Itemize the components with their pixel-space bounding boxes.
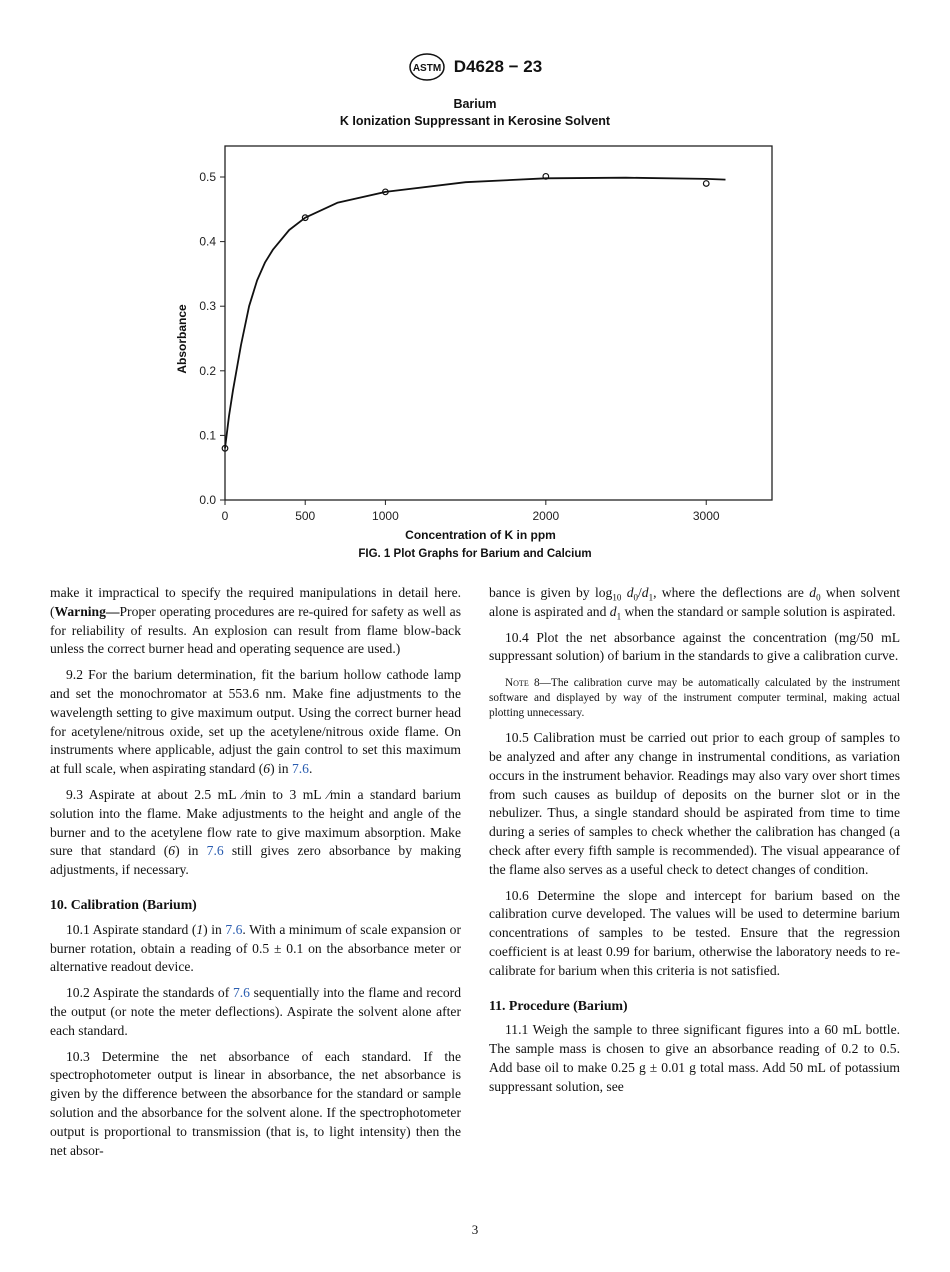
y-tick-label: 0.2 <box>199 364 216 378</box>
text-run: 10.1 Aspirate standard ( <box>66 921 197 937</box>
text-run: 1 <box>616 611 622 622</box>
text-run: sequentially into the flame and record t… <box>50 985 461 1038</box>
page-header: ASTM D4628 − 23 <box>0 52 950 82</box>
data-point <box>301 214 309 222</box>
paragraph: 10.6 Determine the slope and intercept f… <box>489 887 900 981</box>
plot-frame <box>224 145 773 501</box>
text-run: 10.2 Aspirate the standards of <box>66 985 233 1001</box>
text-run: . With a minimum of scale expansion or b… <box>50 921 461 975</box>
text-run: Warning— <box>54 603 120 619</box>
y-tick-label: 0.1 <box>199 428 216 442</box>
section-link[interactable]: 7.6 <box>206 843 224 859</box>
paragraph: 10.4 Plot the net absorbance against the… <box>489 629 900 667</box>
text-run: ) in <box>175 843 207 859</box>
data-point <box>221 444 229 452</box>
x-tick-label: 500 <box>295 509 315 523</box>
y-tick-label: 0.0 <box>199 493 216 507</box>
y-axis-label: Absorbance <box>175 304 189 374</box>
text-run: 9.3 Aspirate at about 2.5 mL ⁄min to 3 m… <box>50 786 461 859</box>
text-run: bance is given by log <box>489 585 613 600</box>
data-point <box>382 188 389 196</box>
left-column: make it impractical to specify the requi… <box>50 584 461 1167</box>
paragraph: 10.5 Calibration must be carried out pri… <box>489 729 900 879</box>
x-axis-label: Concentration of K in ppm <box>405 528 556 542</box>
text-run: ) in <box>270 761 292 777</box>
paragraph: 10.3 Determine the net absorbance of eac… <box>50 1048 461 1161</box>
text-run: 11. Procedure (Barium) <box>489 997 628 1013</box>
text-run: Proper operating procedures are re-­quir… <box>50 603 461 657</box>
figure-subtitle: K Ionization Suppressant in Kerosine Sol… <box>339 114 611 128</box>
x-tick-label: 2000 <box>532 509 559 523</box>
page-number: 3 <box>471 1222 479 1237</box>
right-column: bance is given by log10 d0/d1, where the… <box>489 584 900 1104</box>
text-run: ) in <box>203 921 226 937</box>
note-paragraph: Note 8—The calibration curve may be auto… <box>489 676 900 721</box>
text-run: —The calibration curve may be automatica… <box>489 677 900 720</box>
section-link[interactable]: 7.6 <box>232 985 250 1001</box>
text-run: 10.5 Calibration must be carried out pri… <box>489 730 900 877</box>
document-designation: D4628 − 23 <box>453 57 543 76</box>
text-run: 10.3 Determine the net absorbance of eac… <box>50 1048 461 1158</box>
y-tick-label: 0.3 <box>199 299 216 313</box>
y-tick-label: 0.5 <box>199 170 216 184</box>
text-run: when solvent alone is aspirated and <box>489 585 900 619</box>
section-link[interactable]: 7.6 <box>225 921 243 937</box>
paragraph: make it impractical to specify the requi… <box>50 584 461 659</box>
text-run: d <box>809 585 817 600</box>
astm-logo-icon: ASTM <box>409 53 445 81</box>
data-point <box>542 172 550 180</box>
text-run: when the standard or sample solution is … <box>621 603 896 619</box>
paragraph: 10.1 Aspirate standard (1) in 7.6. With … <box>50 921 461 977</box>
paragraph: 11.1 Weigh the sample to three significa… <box>489 1021 900 1096</box>
text-run: 1 <box>196 921 204 937</box>
paragraph: 9.2 For the barium determination, fit th… <box>50 666 461 779</box>
svg-text:ASTM: ASTM <box>413 63 441 74</box>
text-run: 10. Calibration (Barium) <box>50 896 197 912</box>
text-run: 10.6 Determine the slope and intercept f… <box>489 887 900 978</box>
text-run: 1 <box>648 592 654 603</box>
text-run: make it impractical to specify the requi… <box>50 585 461 619</box>
y-tick-label: 0.4 <box>199 235 216 249</box>
text-run: / <box>637 585 642 600</box>
barium-calibration-chart: 0 500 1000 2000 3000 0.0 0.1 0.2 0.3 0.4 0.5 Concen… <box>175 145 773 542</box>
note-label: Note 8 <box>505 677 540 690</box>
data-point <box>702 180 710 187</box>
text-run: d <box>641 585 649 600</box>
x-tick-label: 3000 <box>693 509 720 523</box>
x-tick-label: 0 <box>222 509 229 523</box>
text-run: 9.2 For the barium determination, fit th… <box>50 667 461 777</box>
text-run: d <box>609 603 617 619</box>
text-run: 10.4 Plot the net absorbance against the… <box>489 629 900 664</box>
text-run: . <box>308 761 313 777</box>
section-heading: 10. Calibration (Barium) <box>50 896 461 915</box>
x-tick-label: 1000 <box>372 509 399 523</box>
figure-caption: FIG. 1 Plot Graphs for Barium and Calciu… <box>358 548 592 560</box>
text-run: 11.1 Weigh the sample to three significa… <box>489 1022 900 1094</box>
text-run: 0 <box>633 592 638 603</box>
text-run: 0 <box>816 592 821 603</box>
paragraph: bance is given by log10 d0/d1, where the… <box>489 584 900 622</box>
text-run: still gives zero absorbance by making ad… <box>50 843 461 878</box>
figure-title: Barium <box>453 97 497 111</box>
paragraph: 9.3 Aspirate at about 2.5 mL ⁄min to 3 m… <box>50 786 461 880</box>
section-heading: 11. Procedure (Barium) <box>489 997 900 1016</box>
paragraph: 10.2 Aspirate the standards of 7.6 seque… <box>50 984 461 1040</box>
text-run: , where the deflections are <box>653 585 810 600</box>
text-run: 6 <box>263 761 271 777</box>
text-run: d <box>626 585 634 600</box>
text-run: 10 <box>612 592 622 603</box>
section-link[interactable]: 7.6 <box>291 761 309 777</box>
text-run: 6 <box>168 843 176 859</box>
fit-curve-line <box>224 176 726 449</box>
